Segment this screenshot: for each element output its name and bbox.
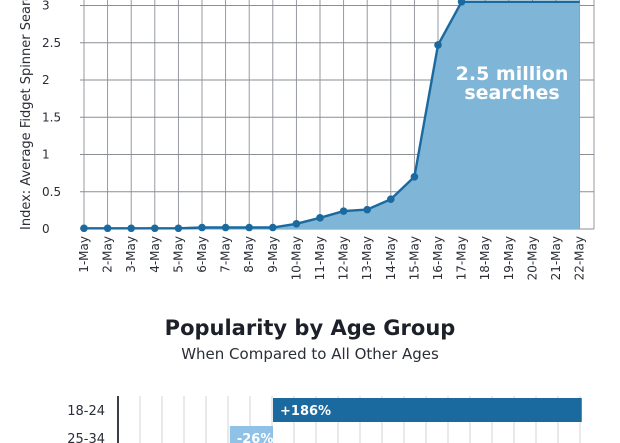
x-tick-label: 14-May bbox=[384, 236, 398, 280]
searches-line bbox=[84, 0, 580, 230]
x-tick-label: 2-May bbox=[101, 236, 115, 273]
data-point bbox=[151, 224, 159, 233]
x-tick-label: 21-May bbox=[549, 236, 563, 280]
data-point bbox=[387, 195, 395, 203]
x-tick-label: 10-May bbox=[289, 236, 303, 280]
y-tick-label: 2 bbox=[42, 73, 50, 87]
y-axis-tick-labels: 0 0.5 1 1.5 2 2.5 3 bbox=[42, 0, 61, 236]
x-tick-label: 17-May bbox=[455, 236, 469, 280]
data-point bbox=[245, 223, 253, 232]
x-tick-label: 19-May bbox=[502, 236, 516, 280]
bar-value-label: +186% bbox=[280, 404, 331, 419]
bar-value-label: -26% bbox=[237, 432, 274, 443]
y-axis-label: Index: Average Fidget Spinner Searches bbox=[19, 0, 34, 230]
y-tick-label: 0 bbox=[42, 222, 50, 236]
x-tick-label: 3-May bbox=[124, 236, 138, 273]
data-point bbox=[174, 224, 183, 233]
x-tick-label: 8-May bbox=[242, 236, 256, 273]
annotation-line-1: 2.5 million bbox=[456, 63, 569, 85]
x-tick-label: 7-May bbox=[219, 236, 233, 273]
data-point bbox=[198, 223, 206, 232]
bar-chart-title: Popularity by Age Group bbox=[165, 316, 456, 340]
data-point bbox=[269, 223, 277, 232]
bar-chart-subtitle: When Compared to All Other Ages bbox=[181, 345, 439, 363]
x-tick-label: 20-May bbox=[525, 236, 539, 280]
data-point bbox=[316, 214, 324, 222]
age-group-bar-chart: +186% 18-24 -26% 25-34 bbox=[67, 396, 582, 443]
y-tick-label: 3 bbox=[42, 0, 50, 13]
x-tick-label: 5-May bbox=[171, 236, 185, 273]
x-tick-label: 12-May bbox=[337, 236, 351, 280]
searches-line-chart: 0 0.5 1 1.5 2 2.5 3 1-May 2-May 3-May 4-May 5-May 6… bbox=[19, 0, 595, 280]
data-point-markers bbox=[80, 0, 466, 233]
data-point bbox=[363, 205, 372, 214]
data-point bbox=[410, 173, 419, 181]
data-point bbox=[80, 224, 88, 233]
data-point bbox=[103, 224, 112, 233]
data-point bbox=[457, 0, 466, 6]
data-point bbox=[221, 223, 230, 232]
x-tick-label: 1-May bbox=[77, 236, 91, 273]
age-group-bar bbox=[229, 426, 273, 443]
x-tick-label: 15-May bbox=[407, 236, 421, 280]
x-axis-tick-labels: 1-May 2-May 3-May 4-May 5-May 6-May 7-May 8-May… bbox=[77, 236, 587, 280]
x-tick-label: 9-May bbox=[266, 236, 280, 273]
searches-area-fill bbox=[84, 1, 580, 229]
age-group-label: 18-24 bbox=[67, 404, 105, 419]
data-point bbox=[434, 41, 442, 49]
x-tick-label: 22-May bbox=[573, 236, 587, 280]
x-tick-label: 11-May bbox=[313, 236, 327, 280]
data-point bbox=[292, 219, 301, 228]
age-group-bars: +186% 18-24 -26% 25-34 bbox=[67, 398, 582, 443]
data-point bbox=[339, 207, 348, 215]
x-tick-label: 18-May bbox=[478, 236, 492, 280]
x-tick-label: 13-May bbox=[360, 236, 374, 280]
x-tick-label: 6-May bbox=[195, 236, 209, 273]
y-tick-label: 1.5 bbox=[42, 110, 61, 124]
age-group-bar bbox=[273, 398, 582, 422]
age-group-label: 25-34 bbox=[67, 432, 105, 443]
data-point bbox=[127, 224, 135, 233]
y-tick-label: 0.5 bbox=[42, 185, 61, 199]
x-tick-label: 16-May bbox=[431, 236, 445, 280]
x-tick-label: 4-May bbox=[148, 236, 162, 273]
y-tick-label: 2.5 bbox=[42, 36, 61, 50]
annotation-line-2: searches bbox=[464, 82, 559, 104]
y-tick-label: 1 bbox=[42, 148, 50, 162]
